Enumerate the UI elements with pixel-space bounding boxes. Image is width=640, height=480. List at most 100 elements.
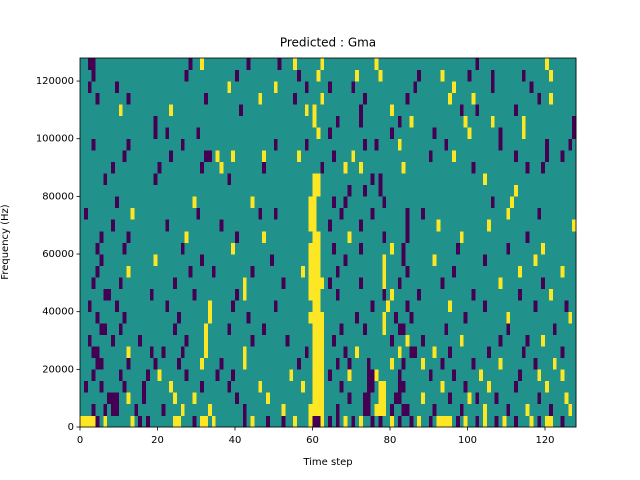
cell: [300, 104, 306, 116]
cell: [355, 277, 360, 289]
cell: [529, 288, 534, 301]
cell: [397, 69, 402, 82]
cell: [293, 288, 298, 301]
cell: [355, 92, 360, 105]
cell: [479, 230, 484, 243]
cell: [362, 334, 368, 347]
cell: [254, 311, 259, 324]
cell: [409, 138, 414, 151]
cell: [122, 69, 127, 82]
cell: [258, 196, 263, 209]
cell: [494, 58, 499, 70]
cell: [393, 207, 399, 220]
cell: [145, 265, 151, 278]
cell: [169, 161, 174, 174]
cell: [91, 323, 96, 336]
cell: [413, 254, 418, 266]
cell: [223, 311, 228, 324]
cell: [227, 357, 232, 370]
cell: [320, 150, 325, 163]
cell: [467, 138, 472, 151]
cell: [211, 380, 216, 393]
cell: [91, 415, 96, 428]
cell: [374, 300, 379, 312]
cell: [277, 173, 282, 186]
cell: [355, 104, 360, 116]
cell: [401, 415, 406, 428]
cell: [455, 254, 461, 266]
cell: [223, 415, 228, 428]
cell: [242, 69, 247, 82]
cell: [316, 173, 321, 186]
cell: [157, 69, 162, 82]
cell: [393, 265, 399, 278]
cell: [149, 230, 154, 243]
cell: [126, 323, 131, 336]
cell: [231, 150, 236, 163]
cell: [514, 288, 519, 301]
cell: [331, 219, 337, 232]
cell: [161, 415, 166, 428]
cell: [173, 173, 178, 186]
cell: [138, 323, 143, 336]
cell: [529, 104, 534, 116]
cell: [149, 81, 154, 93]
cell: [525, 230, 530, 243]
cell: [273, 173, 278, 186]
cell: [436, 323, 441, 336]
cell: [506, 58, 511, 70]
cell: [405, 184, 410, 197]
cell: [207, 127, 213, 140]
cell: [390, 138, 395, 151]
cell: [498, 230, 503, 243]
cell: [173, 230, 178, 243]
cell: [238, 242, 244, 255]
cell: [118, 230, 123, 243]
cell: [335, 346, 340, 359]
cell: [331, 161, 337, 174]
cell: [254, 334, 259, 347]
cell: [533, 288, 538, 301]
cell: [463, 311, 468, 324]
cell: [475, 230, 480, 243]
cell: [99, 161, 104, 174]
cell: [432, 311, 437, 324]
cell: [246, 138, 251, 151]
cell: [153, 219, 158, 232]
cell: [421, 311, 426, 324]
cell: [463, 173, 468, 186]
cell: [246, 230, 251, 243]
cell: [355, 184, 360, 197]
cell: [99, 403, 104, 416]
cell: [556, 150, 561, 163]
cell: [455, 104, 461, 116]
cell: [568, 288, 573, 301]
cell: [266, 219, 271, 232]
cell: [405, 392, 410, 405]
cell: [184, 357, 189, 370]
cell: [114, 230, 120, 243]
cell: [304, 415, 309, 428]
cell: [362, 357, 368, 370]
cell: [273, 92, 278, 105]
cell: [459, 380, 464, 393]
cell: [118, 81, 123, 93]
cell: [87, 242, 92, 255]
cell: [231, 230, 236, 243]
cell: [339, 254, 344, 266]
cell: [111, 369, 116, 382]
cell: [219, 150, 224, 163]
cell: [242, 230, 247, 243]
cell: [397, 311, 402, 324]
cell: [192, 184, 197, 197]
cell: [297, 104, 302, 116]
cell: [471, 369, 476, 382]
cell: [266, 346, 271, 359]
cell: [545, 334, 550, 347]
cell: [386, 81, 391, 93]
cell: [572, 138, 577, 151]
cell: [479, 127, 484, 140]
cell: [308, 104, 313, 116]
cell: [122, 369, 127, 382]
cell: [436, 219, 441, 232]
